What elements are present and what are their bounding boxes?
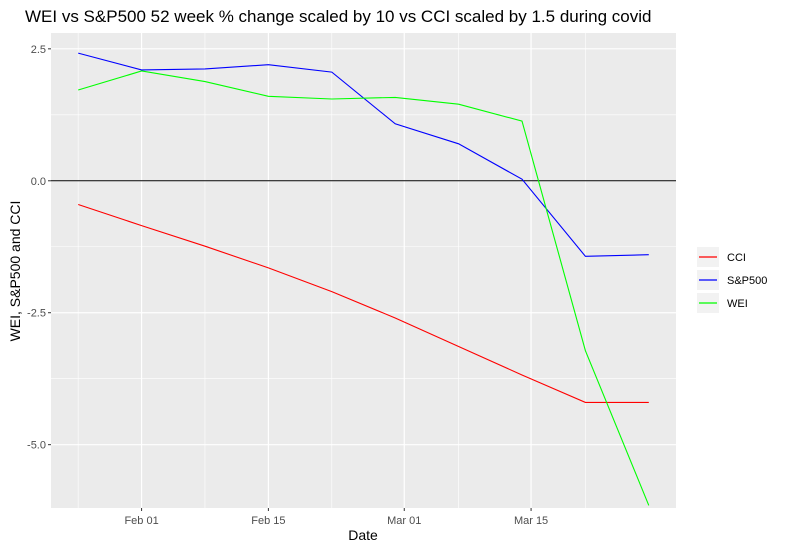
- x-tick-label: Mar 15: [514, 515, 548, 527]
- plot-panel: [51, 33, 676, 508]
- legend-label-sp500: S&P500: [727, 275, 767, 287]
- y-tick-label: -2.5: [27, 308, 46, 320]
- x-axis-title: Date: [348, 527, 378, 543]
- series-layer: [78, 52, 650, 506]
- chart-title: WEI vs S&P500 52 week % change scaled by…: [25, 7, 652, 26]
- y-tick-label: -5.0: [27, 440, 46, 452]
- y-tick-label: 0.0: [31, 176, 46, 188]
- x-tick-label: Mar 01: [387, 515, 421, 527]
- x-tick-label: Feb 01: [124, 515, 158, 527]
- y-axis-title: WEI, S&P500 and CCI: [7, 201, 23, 342]
- y-tick-label: 2.5: [31, 44, 46, 56]
- axis-ticks: -5.0 -2.5 0.0 2.5 Feb 01 Feb 15 Mar 01 Mar 15: [27, 44, 548, 527]
- x-tick-label: Feb 15: [251, 515, 285, 527]
- legend: CCI S&P500 WEI: [697, 247, 767, 313]
- series-line-cci: [78, 203, 649, 403]
- legend-label-wei: WEI: [727, 298, 748, 310]
- legend-label-cci: CCI: [727, 252, 746, 264]
- series-line-wei: [78, 70, 650, 506]
- minor-grid: [51, 33, 676, 508]
